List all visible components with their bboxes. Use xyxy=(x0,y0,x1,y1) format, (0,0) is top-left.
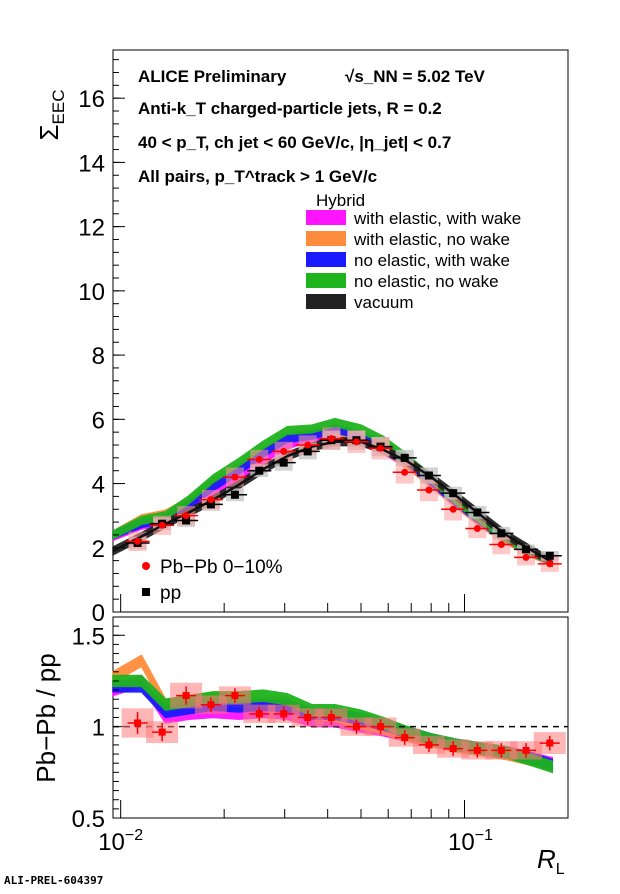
ratio-point xyxy=(134,719,142,727)
pbpb-point xyxy=(327,435,335,443)
x-axis-label: RL xyxy=(537,844,565,878)
ratio-point xyxy=(497,746,505,754)
upper-y-axis-label-sub: EEC xyxy=(49,89,68,124)
x-tick-label-exp: −1 xyxy=(475,827,493,844)
ratio-point xyxy=(207,701,215,709)
ratio-point xyxy=(231,692,239,700)
pbpb-point xyxy=(522,553,530,561)
ratio-point xyxy=(401,734,409,742)
x-axis-label-sub: L xyxy=(556,861,565,878)
pbpb-point xyxy=(546,560,554,568)
annotation-alice-preliminary: ALICE Preliminary xyxy=(138,67,287,86)
pbpb-point xyxy=(207,496,215,504)
annotation-track-cut: All pairs, p_T^track > 1 GeV/c xyxy=(138,167,377,186)
pp-point xyxy=(206,500,215,509)
ratio-point xyxy=(473,746,481,754)
annotation-kinematics: 40 < p_T, ch jet < 60 GeV/c, |η_jet| < 0… xyxy=(138,133,451,152)
pbpb-point xyxy=(497,541,505,549)
legend-label: with elastic, no wake xyxy=(353,230,510,249)
pbpb-point xyxy=(449,505,457,513)
ratio-point xyxy=(327,714,335,721)
pbpb-point xyxy=(231,473,239,481)
upper-panel: 0 2 4 6 8 10 12 14 16 ΣEEC ALICE Preliminary √s_NN … xyxy=(34,49,569,627)
x-tick-label: 10−1 xyxy=(448,827,493,856)
upper-y-axis-label: ΣEEC xyxy=(34,89,68,140)
ratio-point xyxy=(377,723,385,731)
pp-point xyxy=(424,471,433,480)
y-tick-label: 12 xyxy=(78,215,105,242)
pp-point xyxy=(400,453,409,462)
pbpb-point xyxy=(401,468,409,476)
pp-point xyxy=(522,545,531,554)
pbpb-point xyxy=(255,455,263,463)
pbpb-point xyxy=(182,512,190,520)
pbpb-point xyxy=(280,447,288,455)
legend-label: no elastic, with wake xyxy=(354,251,510,270)
y-tick-label: 8 xyxy=(92,343,105,370)
annotation-jets: Anti-k_T charged-particle jets, R = 0.2 xyxy=(138,99,442,118)
pbpb-point xyxy=(158,521,166,529)
y-tick-label: 0 xyxy=(92,600,105,627)
pp-point xyxy=(473,508,482,517)
data-legend-marker-pbpb xyxy=(142,562,150,570)
lower-y-axis-label: Pb−Pb / pp xyxy=(31,653,61,782)
y-tick-label: 10 xyxy=(78,279,105,306)
ratio-point xyxy=(304,714,312,721)
legend-title: Hybrid xyxy=(316,191,365,210)
y-tick-label: 14 xyxy=(78,150,105,177)
pp-point xyxy=(255,466,264,475)
band-with-elastic-with-wake xyxy=(112,430,554,568)
y-tick-label: 2 xyxy=(92,536,105,563)
ratio-point xyxy=(255,710,263,718)
y-tick-label: 16 xyxy=(78,86,105,113)
upper-plot-frame xyxy=(112,49,569,613)
y-tick-label: 0.5 xyxy=(72,806,105,833)
annotation-energy: √s_NN = 5.02 TeV xyxy=(345,67,486,86)
legend-label: vacuum xyxy=(354,293,414,312)
data-legend-marker-pp xyxy=(142,588,150,596)
y-tick-label: 1 xyxy=(92,715,105,742)
pbpb-point xyxy=(352,438,360,446)
pbpb-point xyxy=(304,441,312,449)
data-legend-label: pp xyxy=(160,583,181,604)
ratio-point xyxy=(522,746,530,754)
y-tick-label: 6 xyxy=(92,407,105,434)
y-tick-label: 1.5 xyxy=(72,623,105,650)
legend-swatch xyxy=(306,273,346,288)
pbpb-point xyxy=(134,537,142,545)
ratio-point xyxy=(546,739,554,747)
pp-point xyxy=(545,551,554,560)
pp-point xyxy=(279,458,288,467)
footer-id: ALI-PREL-604397 xyxy=(4,874,104,887)
ratio-point xyxy=(352,723,360,731)
pp-point xyxy=(497,529,506,538)
pp-point xyxy=(182,516,191,525)
lower-panel: 0.5 1 1.5 Pb−Pb / pp 10−2 10−1 RL xyxy=(31,616,569,878)
legend-swatch xyxy=(306,294,346,309)
ratio-point xyxy=(425,741,433,749)
pbpb-point xyxy=(425,486,433,494)
legend-label: with elastic, with wake xyxy=(353,209,521,228)
legend-swatch xyxy=(306,252,346,267)
ratio-point xyxy=(158,728,166,736)
ratio-point xyxy=(280,710,288,718)
pp-point xyxy=(449,489,458,498)
ratio-point xyxy=(182,692,190,700)
pp-point xyxy=(303,447,312,456)
x-tick-label: 10−2 xyxy=(98,827,143,856)
ratio-point xyxy=(449,745,457,753)
legend-label: no elastic, no wake xyxy=(354,272,499,291)
legend-swatch xyxy=(306,210,346,225)
y-tick-label: 4 xyxy=(92,472,105,499)
x-tick-label-exp: −2 xyxy=(125,827,143,844)
pp-point xyxy=(230,490,239,499)
data-legend-label: Pb−Pb 0−10% xyxy=(160,557,283,578)
legend-swatch xyxy=(306,231,346,246)
pbpb-point xyxy=(473,525,481,533)
pbpb-point xyxy=(377,444,385,452)
